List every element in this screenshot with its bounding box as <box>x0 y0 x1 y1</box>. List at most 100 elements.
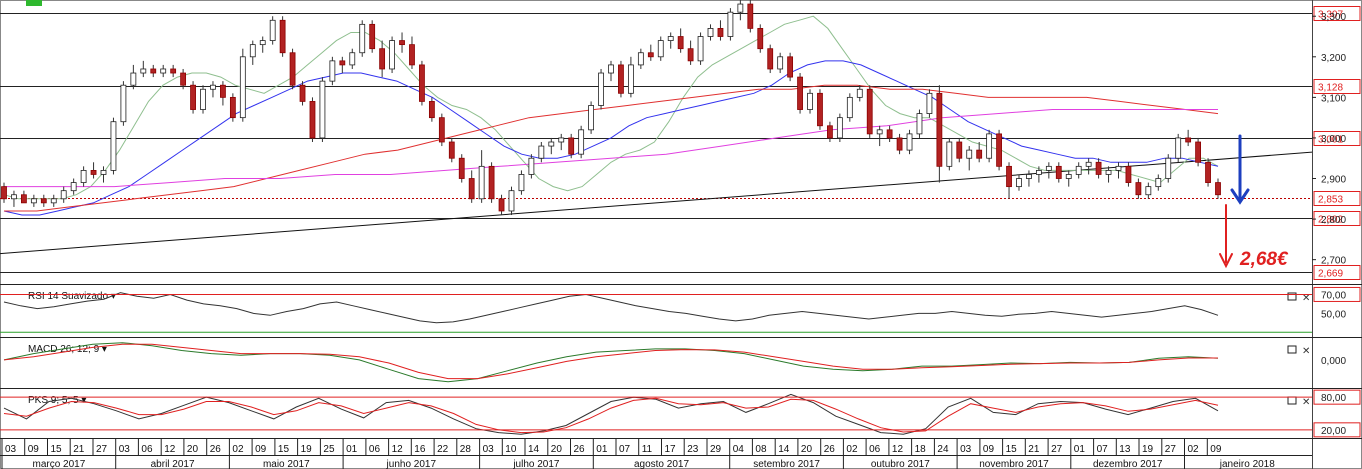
month-label: julho 2017 <box>512 459 560 469</box>
candle <box>737 3 744 13</box>
candle <box>160 68 167 74</box>
day-label: 01 <box>1074 444 1086 455</box>
candle <box>1006 165 1012 188</box>
level-label-box <box>1313 389 1361 405</box>
candle <box>210 84 216 90</box>
level-label-box <box>1313 131 1361 146</box>
candle <box>807 92 813 110</box>
month-label: novembro 2017 <box>979 459 1049 469</box>
day-label: 14 <box>778 444 790 455</box>
candle <box>687 48 694 62</box>
candle <box>120 84 127 123</box>
candle <box>568 137 575 155</box>
day-label: 06 <box>869 444 881 455</box>
candle <box>697 36 704 62</box>
candle <box>667 36 674 41</box>
indicator-label: MACD 26; 12; 9 ▾ <box>28 344 107 355</box>
close-icon: ✕ <box>1302 346 1310 357</box>
candle <box>827 125 833 139</box>
candle <box>1115 165 1122 171</box>
candle <box>319 80 326 139</box>
price-tick-label: 3,200 <box>1321 53 1346 64</box>
price-tick-label: 2,800 <box>1321 215 1346 226</box>
day-label: 12 <box>892 444 904 455</box>
month-label: abril 2017 <box>151 459 195 469</box>
candle <box>926 92 933 115</box>
price-tick-label: 3,000 <box>1321 134 1346 145</box>
maximize-icon <box>1287 345 1297 354</box>
day-label: 27 <box>1051 444 1063 455</box>
candle <box>1185 137 1192 143</box>
day-label: 26 <box>210 444 222 455</box>
candle <box>608 64 614 74</box>
candle <box>399 40 405 46</box>
day-label: 01 <box>346 444 358 455</box>
level-label-box <box>1313 265 1361 280</box>
day-label: 10 <box>505 444 517 455</box>
day-label: 09 <box>1210 444 1222 455</box>
candle <box>30 198 37 204</box>
candle <box>468 178 475 200</box>
candle <box>618 64 624 94</box>
candle <box>1195 141 1201 163</box>
day-label: 19 <box>301 444 313 455</box>
candle <box>70 182 77 192</box>
indicator-line <box>3 292 1219 324</box>
day-label: 26 <box>824 444 836 455</box>
candle <box>747 3 754 29</box>
day-label: 17 <box>665 444 677 455</box>
candle <box>150 68 157 74</box>
level-label-box <box>1313 79 1361 94</box>
day-label: 09 <box>28 444 40 455</box>
close-icon: ✕ <box>1302 397 1310 408</box>
candle <box>966 149 973 159</box>
candle <box>359 23 366 54</box>
level-label: 2,853 <box>1318 195 1343 206</box>
level-label-box <box>1313 211 1361 226</box>
candle <box>100 169 107 175</box>
day-label: 09 <box>983 444 995 455</box>
candle <box>598 72 604 106</box>
month-label: dezembro 2017 <box>1093 459 1163 469</box>
candle <box>50 198 57 204</box>
indicator-label: RSI 14 Suavizado ▾ <box>28 291 116 302</box>
candle <box>448 141 455 159</box>
rsi-level-label: 50,00 <box>1321 309 1346 320</box>
candle <box>548 141 555 147</box>
candle <box>1215 182 1221 196</box>
day-label: 04 <box>733 444 745 455</box>
day-label: 20 <box>801 444 813 455</box>
day-label: 03 <box>960 444 972 455</box>
day-label: 02 <box>1188 444 1200 455</box>
candle <box>757 27 764 50</box>
day-label: 16 <box>414 444 426 455</box>
day-label: 20 <box>187 444 199 455</box>
month-label: agosto 2017 <box>634 459 689 469</box>
candle <box>259 40 266 46</box>
trendline <box>0 151 1313 255</box>
candle <box>438 117 445 143</box>
candle <box>229 96 236 119</box>
candle <box>1085 161 1092 167</box>
day-label: 11 <box>642 444 653 455</box>
level-label: 3,001 <box>1318 135 1343 146</box>
price-tick-label: 2,900 <box>1321 175 1346 186</box>
candle <box>428 101 435 119</box>
down-arrow-blue <box>1230 134 1250 205</box>
candle <box>856 88 863 98</box>
candle <box>379 48 386 70</box>
level-label: 2,669 <box>1318 269 1343 280</box>
level-label-box <box>1313 6 1361 21</box>
candle <box>836 117 843 139</box>
price-tick-label: 2,700 <box>1321 256 1346 267</box>
candle <box>1155 178 1162 188</box>
candle <box>349 52 356 66</box>
candle <box>1035 169 1042 175</box>
candle <box>1095 161 1102 175</box>
candle <box>817 92 823 127</box>
candle <box>289 52 296 86</box>
candle <box>1175 137 1182 159</box>
candle <box>896 137 903 151</box>
